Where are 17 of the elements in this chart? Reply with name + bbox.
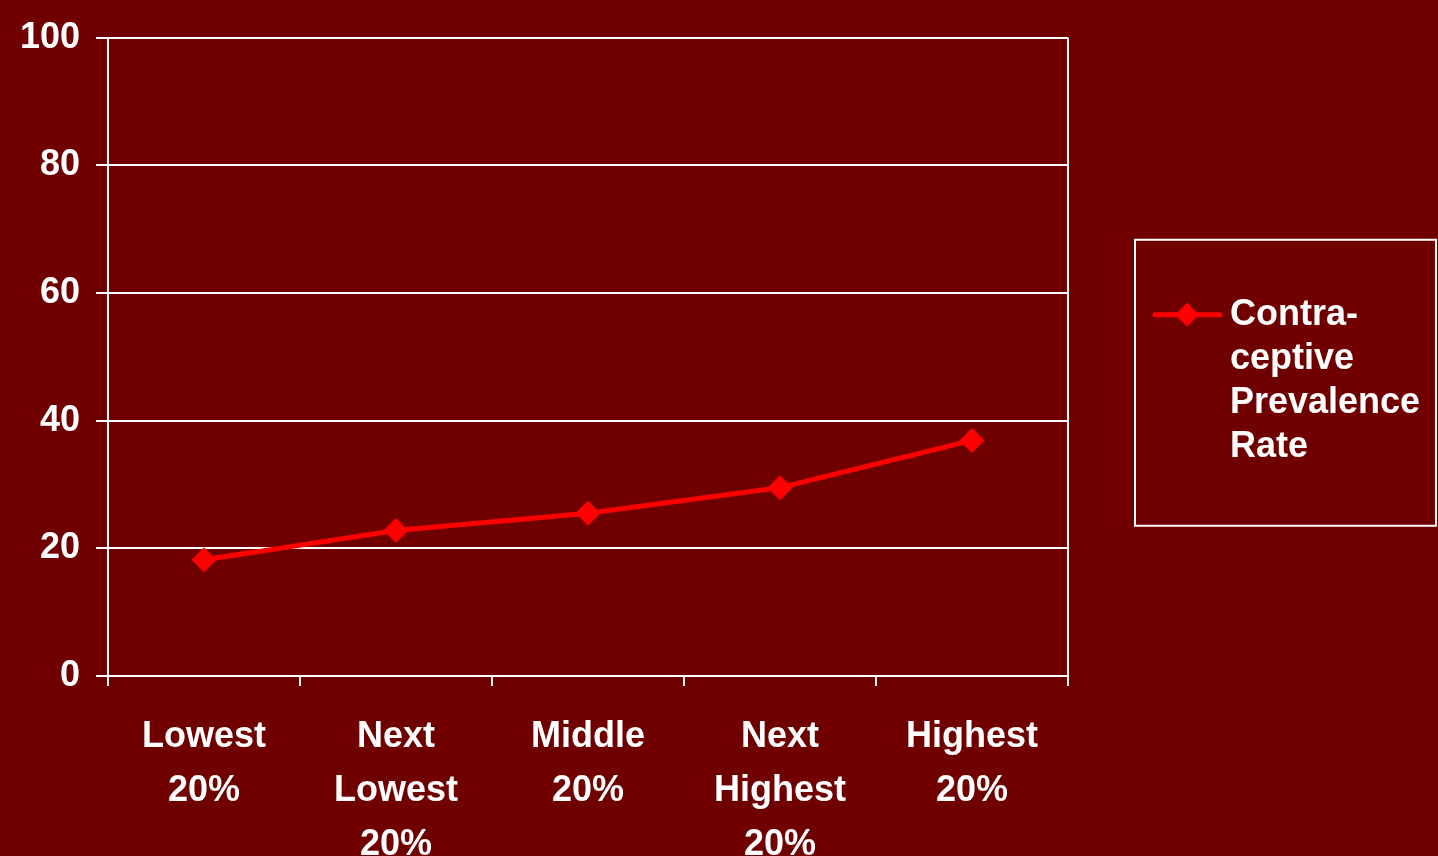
point (191, 547, 217, 573)
point (959, 427, 985, 453)
y-tick-label: 0 (59, 652, 80, 694)
x-tick-label: Next Highest 20% (713, 713, 847, 856)
x-tick-label: Highest 20% (905, 713, 1039, 809)
point (575, 500, 601, 526)
x-tick-label: Lowest 20% (141, 713, 267, 809)
legend-label: Contra-ceptive Prevalence Rate (1230, 291, 1421, 465)
y-tick-label: 60 (39, 269, 80, 311)
y-tick-label: 40 (39, 397, 80, 439)
point (383, 517, 409, 543)
y-tick-label: 100 (19, 14, 80, 56)
y-tick-label: 80 (39, 142, 80, 184)
point (767, 475, 793, 501)
x-tick-label: Next Lowest 20% (333, 713, 459, 856)
x-tick-label: Middle 20% (531, 713, 645, 809)
y-tick-label: 20 (39, 525, 80, 567)
